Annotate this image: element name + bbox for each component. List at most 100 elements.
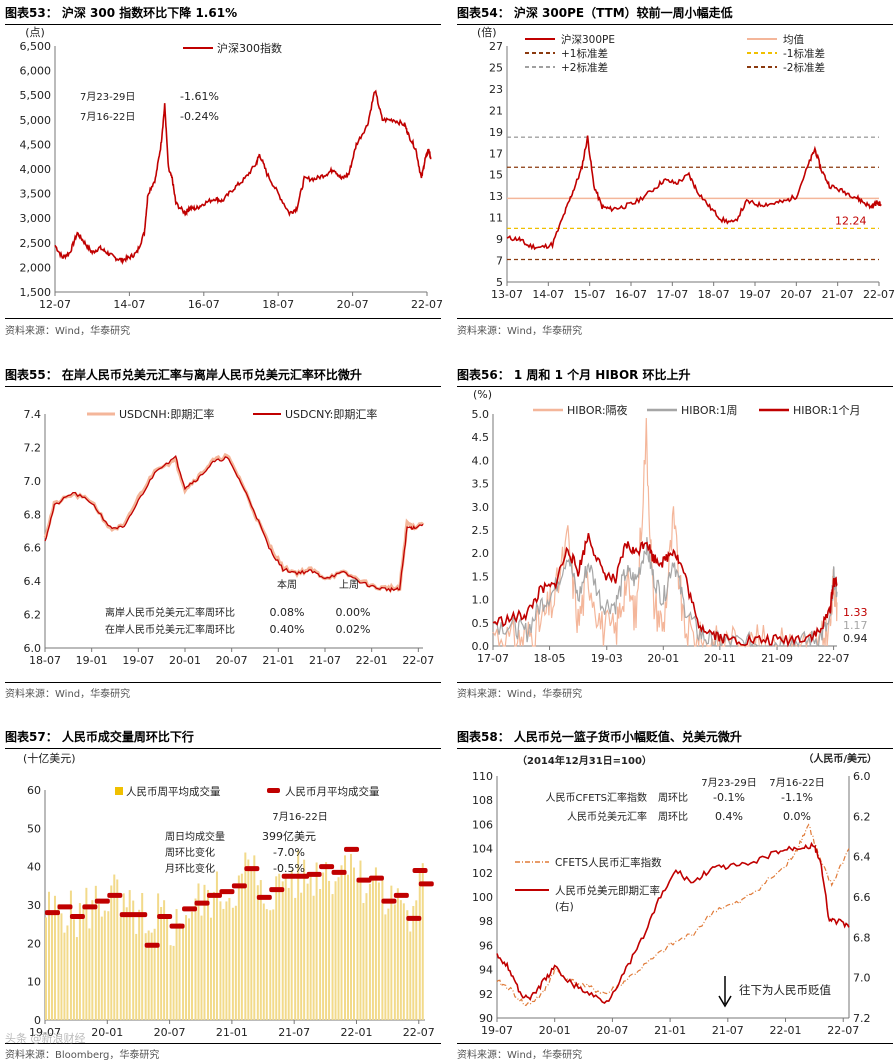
monthly-mark	[319, 864, 335, 870]
right-unit: （人民币/美元）	[803, 752, 877, 765]
x-axis-tick: 22-01	[356, 654, 388, 667]
weekly-bar	[85, 887, 88, 1020]
y-axis-tick: 106	[472, 818, 493, 831]
legend-label: 人民币月平均成交量	[285, 785, 380, 798]
weekly-bar	[337, 877, 340, 1020]
annotation-label: 周环比变化	[165, 846, 215, 859]
chart-title-55: 图表55： 在岸人民币兑美元汇率与离岸人民币兑美元汇率环比微升	[5, 368, 362, 382]
x-axis-tick: 19-01	[76, 654, 108, 667]
x-axis-tick: 18-07	[29, 654, 61, 667]
weekly-bar	[209, 917, 212, 1020]
y-axis-tick: 7.4	[24, 408, 42, 421]
weekly-bar	[250, 868, 253, 1020]
weekly-bar	[122, 893, 125, 1020]
legend-label: -1标准差	[783, 47, 825, 60]
title-rule	[457, 748, 893, 749]
y-axis-tick: 27	[489, 40, 503, 53]
weekly-bar	[135, 933, 138, 1020]
weekly-bar	[297, 850, 300, 1020]
legend-label: 沪深300指数	[217, 41, 282, 55]
table-value: 0.40%	[270, 623, 305, 636]
legend-label: USDCNH:即期汇率	[119, 407, 214, 421]
y-axis-tick: 102	[472, 867, 493, 880]
legend-label: USDCNY:即期汇率	[285, 407, 377, 421]
title-rule	[457, 24, 893, 25]
x-axis-tick: 12-07	[39, 298, 71, 311]
legend-label: HIBOR:1个月	[793, 404, 861, 417]
weekly-bar	[315, 862, 318, 1020]
x-axis-tick: 15-07	[574, 288, 606, 301]
table-header: 7月23-29日	[701, 777, 756, 789]
monthly-mark	[393, 892, 409, 898]
y-axis-tick: 19	[489, 126, 503, 139]
chart-title-57: 图表57： 人民币成交量周环比下行	[5, 730, 194, 744]
weekly-bar	[294, 897, 297, 1020]
series-line-pe	[506, 135, 882, 251]
y2-axis-tick: 7.2	[853, 1012, 871, 1025]
weekly-bar	[194, 898, 197, 1020]
monthly-mark	[132, 912, 148, 918]
x-axis-tick: 20-07	[154, 1026, 186, 1039]
weekly-bar	[45, 917, 47, 1020]
monthly-mark	[194, 900, 210, 906]
weekly-bar	[319, 888, 322, 1020]
weekly-bar	[272, 909, 275, 1020]
weekly-bar	[352, 867, 355, 1020]
y-axis-tick: 0	[34, 1014, 41, 1027]
y-axis-tick: 6.8	[24, 508, 42, 521]
y-axis-tick: 23	[489, 83, 503, 96]
chart-panel-58: 图表58： 人民币兑一篮子货币小幅贬值、兑美元微升 （2014年12月31日=1…	[457, 724, 893, 1063]
series-line-cfets	[496, 823, 850, 1007]
y-axis-tick: 4.5	[472, 431, 490, 444]
monthly-mark	[69, 914, 85, 919]
weekly-bar	[172, 945, 175, 1020]
legend-label: 人民币兑美元即期汇率	[555, 884, 660, 897]
table-value: 0.4%	[715, 810, 743, 823]
x-axis-tick: 14-07	[532, 288, 564, 301]
y-axis-tick: 3.5	[472, 478, 490, 491]
chart-panel-53: 图表53： 沪深 300 指数环比下降 1.61% (点) 1,500 2,000 2…	[5, 0, 443, 342]
monthly-mark	[294, 873, 310, 879]
x-axis-tick: 21-07	[822, 288, 854, 301]
x-axis-tick: 18-07	[262, 298, 294, 311]
source-rule	[5, 682, 441, 683]
weekly-bar	[377, 882, 380, 1020]
x-axis-tick: 20-01	[91, 1026, 123, 1039]
weekly-bar	[191, 911, 194, 1020]
weekly-bar	[110, 885, 113, 1020]
weekly-bar	[322, 872, 325, 1020]
y-axis-tick: 2.0	[472, 547, 490, 560]
x-axis-tick: 20-07	[780, 288, 812, 301]
chart-58: （2014年12月31日=100） （人民币/美元） 90 92 94 96 98 100 10…	[472, 752, 877, 1037]
monthly-mark	[368, 875, 384, 881]
x-axis-tick: 19-07	[122, 654, 154, 667]
table-header: 7月16-22日	[769, 777, 824, 789]
monthly-mark	[231, 883, 247, 889]
weekly-bar	[231, 907, 234, 1020]
weekly-bar	[157, 893, 160, 1020]
y-axis-tick: 2,000	[20, 261, 52, 274]
chart-panel-54: 图表54： 沪深 300PE（TTM）较前一周小幅走低 (倍) 5 7 9 11 13 15…	[457, 0, 895, 342]
monthly-mark	[45, 910, 60, 916]
x-axis-tick: 20-07	[596, 1024, 628, 1037]
weekly-bar	[309, 872, 312, 1020]
monthly-mark	[269, 887, 285, 893]
x-axis-tick: 21-09	[761, 652, 793, 665]
weekly-bar	[60, 913, 63, 1020]
weekly-bar	[91, 900, 94, 1020]
y-axis-tick: 11	[489, 212, 503, 225]
weekly-bar	[203, 884, 206, 1020]
weekly-bar	[57, 904, 60, 1020]
weekly-bar	[132, 900, 135, 1020]
y-axis-tick: 30	[27, 899, 41, 912]
table-value: -1.1%	[781, 791, 813, 804]
title-rule	[5, 748, 441, 749]
y-axis-tick: 40	[27, 861, 41, 874]
y-axis-tick: 13	[489, 190, 503, 203]
weekly-bar	[287, 887, 290, 1020]
weekly-bar	[247, 859, 250, 1020]
weekly-bar	[275, 876, 278, 1020]
y-axis-tick: 108	[472, 794, 493, 807]
weekly-bar	[368, 883, 371, 1020]
weekly-bar	[325, 862, 328, 1020]
